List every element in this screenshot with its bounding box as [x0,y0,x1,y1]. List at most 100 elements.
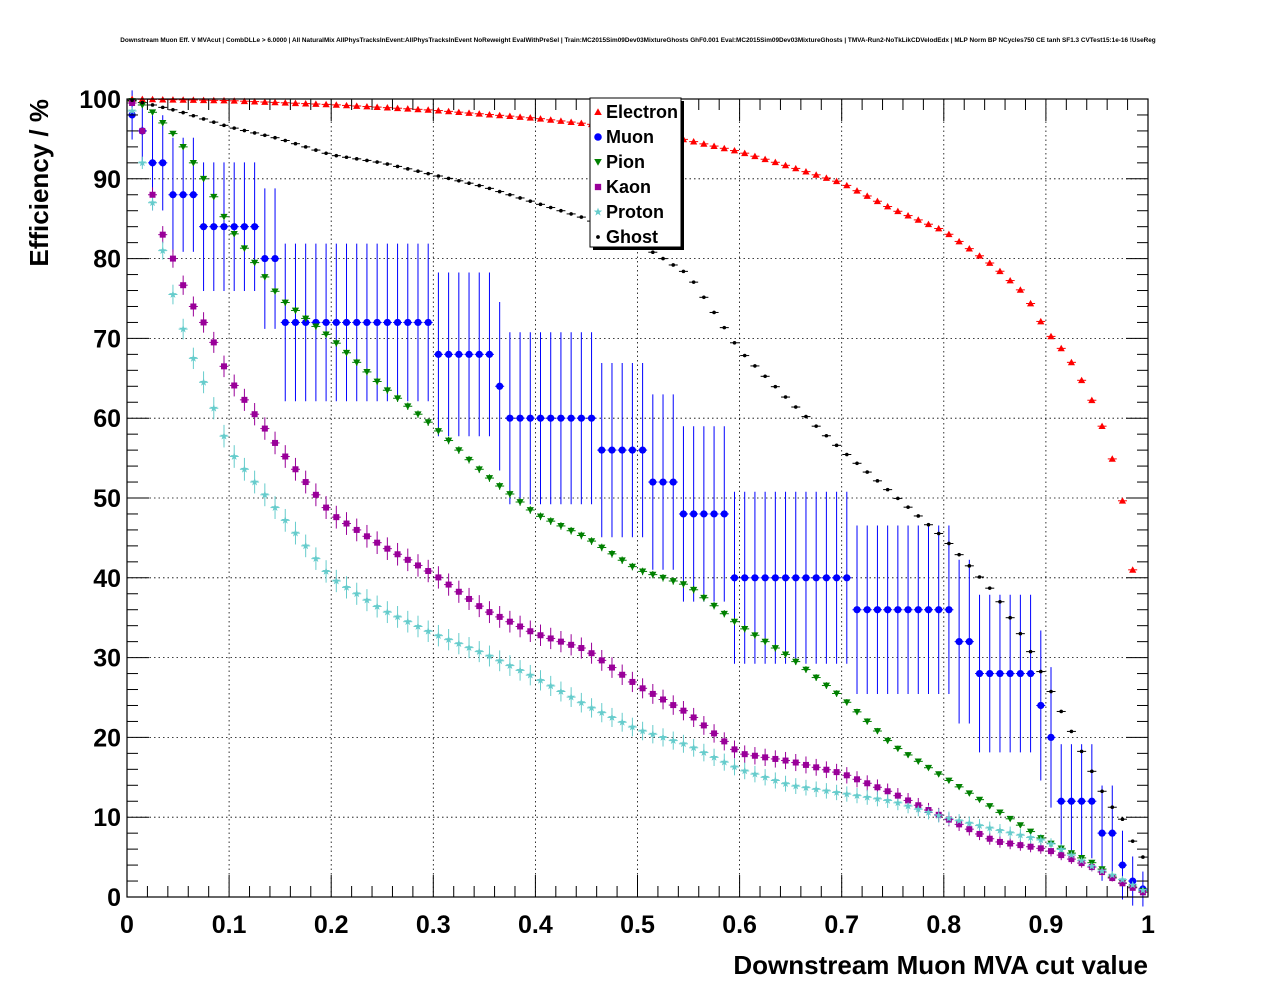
proton-point [362,595,371,604]
muon-point [189,191,197,199]
proton-point [1006,828,1015,837]
axis-ticks [126,98,1149,898]
electron-point [485,110,494,118]
x-tick-label: 0.6 [722,911,757,939]
kaon-point [404,556,411,563]
proton-point [944,814,953,822]
muon-point [567,414,575,422]
proton-point [1026,833,1035,841]
x-tick-label: 0.8 [926,911,961,939]
electron-point [210,96,218,104]
proton-point [975,821,984,829]
muon-point [1037,701,1045,710]
ghost-point [1018,631,1023,636]
pion-point [679,581,688,588]
kaon-point [190,303,197,310]
x-tick-label: 1 [1141,911,1155,939]
electron-point [1108,455,1116,462]
pion-point [393,395,402,402]
electron-point [465,109,473,116]
proton-point [1067,850,1076,859]
kaon-point [690,714,697,721]
muon-point [812,574,820,582]
electron-point [914,216,922,223]
y-tick-label: 30 [93,645,121,673]
ghost-point [1100,789,1104,794]
kaon-point [425,568,432,575]
kaon-point [833,769,840,776]
kaon-point [455,588,462,595]
ghost-point [477,183,482,188]
proton-point [281,516,290,524]
electron-point [986,259,994,266]
muon-point [935,606,943,614]
ghost-point [405,167,410,171]
ghost-point [252,131,257,135]
kaon-point [180,282,187,289]
muon-point [914,606,922,614]
ghost-point [191,113,196,118]
plot-title: Downstream Muon Eff. V MVAcut | CombDLLe… [120,37,1156,44]
kaon-point [680,707,687,714]
ghost-point [936,531,941,536]
legend-label-proton: Proton [606,202,664,222]
proton-point [597,708,606,717]
proton-point [955,816,964,825]
pion-point [843,699,851,706]
electron-point [577,119,585,127]
proton-point [536,676,545,684]
electron-point [873,197,882,205]
proton-point [454,639,463,648]
electron-point [832,177,841,185]
electron-point [904,211,912,219]
muon-point [230,223,238,231]
proton-point [403,617,412,626]
ghost-point [446,176,451,181]
legend-label-pion: Pion [606,152,645,172]
ghost-point [344,155,349,160]
pion-point [271,288,279,295]
proton-point [883,796,892,804]
ghost-point [528,199,533,203]
kaon-point [496,613,503,620]
legend-box [589,97,682,248]
muon-point [404,318,412,327]
y-tick-label: 90 [93,166,121,194]
pion-point [649,571,657,579]
pion-point [526,507,534,514]
proton-point [618,718,627,726]
muon-point [353,318,361,327]
proton-point [648,730,657,738]
proton-point [761,773,770,781]
ghost-point [395,164,400,169]
pion-point [383,387,391,394]
ghost-point [885,487,890,492]
kaon-point [139,127,146,134]
electron-point [261,98,269,105]
proton-point [1098,866,1107,875]
electron-point [720,144,728,152]
kaon-point [486,609,493,616]
pion-point [577,532,585,540]
proton-point [250,477,259,486]
proton-point [230,452,239,460]
muon-point [557,414,565,422]
proton-point [791,781,800,790]
muon-point [608,446,616,454]
kaon-point [629,678,636,685]
muon-point [445,350,453,358]
pion-point [404,403,412,410]
electron-point [404,105,412,112]
muon-point [751,574,759,582]
proton-point [710,753,719,761]
kaon-point [159,231,166,238]
kaon-point [986,835,993,842]
proton-point [812,785,821,793]
proton-point [179,324,188,333]
proton-point [995,826,1004,834]
kaon-point [292,466,299,473]
pion-point [812,674,820,682]
legend-marker-proton [593,207,603,216]
muon-point [383,318,391,327]
pion-point [598,544,606,552]
